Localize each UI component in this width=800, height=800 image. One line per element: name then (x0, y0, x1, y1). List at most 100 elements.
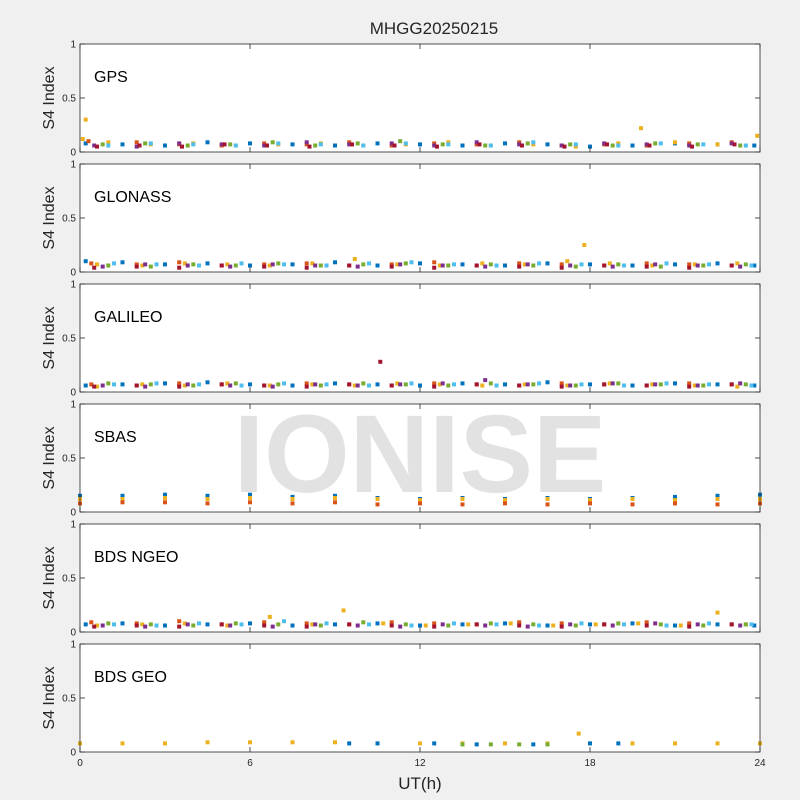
data-point (568, 383, 573, 388)
panel-1: 0 0.5 1 S4 Index GLONASS (41, 160, 761, 279)
data-point (185, 382, 190, 387)
data-point (466, 622, 471, 627)
data-point (352, 383, 357, 388)
data-point (525, 262, 530, 267)
data-point (460, 143, 465, 148)
data-point (579, 382, 584, 387)
data-point (120, 621, 125, 626)
data-point (650, 382, 655, 387)
data-point (664, 623, 669, 628)
data-point (440, 381, 445, 386)
series-4 (106, 620, 748, 628)
data-point (197, 263, 201, 268)
data-point (673, 262, 677, 267)
data-point (398, 139, 403, 144)
series-6 (92, 263, 734, 270)
data-point (205, 140, 210, 145)
data-point (488, 381, 493, 386)
x-tick-label: 0 (77, 758, 83, 769)
series-3 (92, 140, 734, 149)
data-point (89, 382, 94, 387)
data-point (432, 265, 437, 270)
data-point (304, 621, 309, 626)
x-tick-label: 18 (584, 758, 596, 769)
data-point (446, 623, 451, 628)
data-point (205, 493, 210, 498)
data-point (177, 619, 182, 624)
data-point (219, 382, 224, 387)
data-point (610, 381, 615, 386)
data-point (398, 382, 403, 387)
data-point (177, 384, 182, 389)
data-point (310, 382, 315, 387)
data-point (517, 742, 522, 747)
data-point (163, 492, 167, 497)
data-point (134, 383, 139, 388)
data-point (134, 264, 139, 269)
data-point (517, 383, 522, 388)
panel-3: 0 0.5 1 S4 Index SBAS (41, 400, 762, 519)
data-point (177, 265, 182, 270)
data-point (432, 621, 437, 626)
data-point (440, 622, 445, 627)
data-point (460, 502, 465, 507)
data-point (715, 610, 720, 615)
data-point (653, 262, 658, 267)
data-point (588, 262, 592, 267)
data-point (83, 622, 88, 627)
panel-plot-area (80, 164, 760, 272)
data-point (673, 494, 677, 499)
data-point (403, 261, 408, 266)
data-point (134, 623, 139, 628)
data-point (729, 141, 734, 146)
data-point (228, 383, 233, 388)
y-tick-label: 0.5 (62, 334, 76, 345)
panels: 0 0.5 1 S4 Index GPS 0 0.5 1 S4 Index GLONASS 0 0.5… (41, 40, 762, 759)
data-point (95, 384, 99, 389)
data-point (313, 382, 318, 387)
data-point (531, 742, 536, 747)
data-point (262, 383, 267, 388)
y-tick-label: 0 (70, 268, 76, 279)
data-point (446, 263, 451, 268)
data-point (375, 621, 380, 626)
data-point (474, 140, 479, 145)
data-point (398, 262, 403, 267)
data-point (262, 143, 267, 148)
data-point (304, 384, 309, 389)
data-point (517, 623, 522, 628)
data-point (324, 382, 329, 387)
data-point (367, 261, 371, 266)
data-point (588, 498, 592, 503)
data-point (409, 623, 414, 628)
data-point (83, 117, 88, 122)
data-point (531, 382, 536, 387)
data-point (537, 261, 541, 266)
data-point (735, 261, 740, 266)
x-tick-label: 24 (754, 758, 766, 769)
data-point (361, 620, 366, 625)
data-point (695, 622, 700, 627)
data-point (290, 501, 295, 506)
data-point (318, 383, 323, 388)
data-point (715, 502, 720, 507)
data-point (219, 263, 224, 268)
data-point (225, 262, 230, 267)
data-point (248, 382, 252, 387)
data-point (95, 144, 99, 149)
data-point (432, 624, 437, 629)
data-point (531, 142, 536, 147)
data-point (418, 623, 422, 628)
series-5 (112, 619, 754, 628)
data-point (120, 497, 125, 501)
data-point (267, 383, 272, 388)
data-point (205, 261, 210, 266)
data-point (477, 142, 482, 147)
data-point (120, 260, 125, 265)
data-point (191, 142, 196, 147)
chart-title: MHGG20250215 (370, 19, 499, 38)
data-point (409, 381, 414, 386)
data-point (743, 143, 748, 148)
data-point (205, 380, 210, 385)
data-point (517, 142, 522, 147)
